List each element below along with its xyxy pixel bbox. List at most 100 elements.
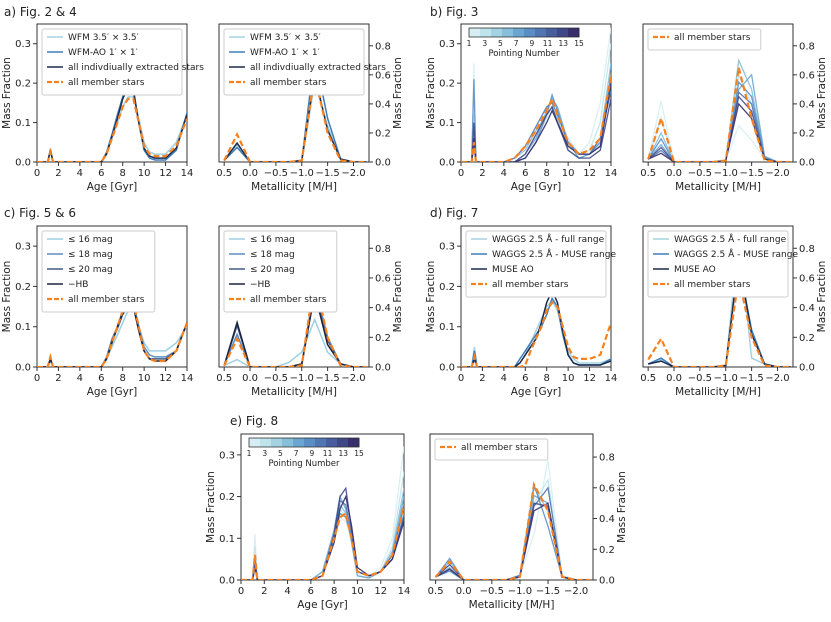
legend-label: all member stars — [492, 280, 569, 290]
legend: WAGGS 2.5 Å - full range WAGGS 2.5 Å - MU… — [647, 230, 798, 298]
y-tick-label: 0.1 — [15, 322, 31, 333]
pointing-15-line — [241, 494, 404, 580]
y-axis-label: Mass Fraction — [1, 57, 13, 129]
legend-label: all member stars — [674, 280, 751, 290]
x-tick-label: 10 — [351, 586, 364, 597]
x-tick-label: 10 — [562, 373, 575, 384]
x-tick-label: 4 — [501, 373, 507, 384]
x-tick-label: 4 — [284, 586, 290, 597]
panel-title: a) Fig. 2 & 4 — [4, 5, 77, 19]
x-tick-label: 0.0 — [456, 586, 472, 597]
legend-label: WFM-AO 1′ × 1′ — [68, 48, 138, 58]
pointing-3-line — [435, 478, 591, 580]
y-tick-label: 0.6 — [375, 70, 391, 81]
legend: WFM 3.5′ × 3.5′ WFM-AO 1′ × 1′ all indivdi… — [41, 28, 204, 96]
legend-label: ≤ 18 mag — [68, 250, 113, 260]
legend-label: all member stars — [68, 295, 145, 305]
colorbar-tick-label: 11 — [543, 39, 553, 48]
y-axis-label: Mass Fraction — [1, 261, 13, 333]
x-tick-label: −1.5 — [536, 586, 560, 597]
colorbar-tick-label: 9 — [529, 39, 534, 48]
legend-label: all indivdiually extracted stars — [68, 63, 204, 73]
colorbar-frame — [248, 437, 360, 448]
x-tick-label: −0.5 — [264, 168, 288, 179]
x-tick-label: −1.0 — [508, 586, 532, 597]
legend-box — [434, 438, 549, 461]
x-tick-label: 6 — [522, 373, 528, 384]
x-axis-label: Age [Gyr] — [511, 386, 562, 398]
y-tick-label: 0.0 — [439, 363, 455, 374]
colorbar-frame — [468, 27, 580, 38]
colorbar-tick-label: 15 — [354, 449, 364, 458]
y-tick-label: 0.2 — [799, 128, 815, 139]
right-axes: 0.5 0.0 −0.5 −1.0 −1.5 −2.0 0.0 0.2 0.4 0.6 0.8 Met… — [640, 225, 828, 398]
legend-label: all indivdiually extracted stars — [250, 63, 386, 73]
legend: all member stars — [434, 438, 549, 461]
panel-d: d) Fig. 7 0 2 4 6 8 10 12 14 0.0 0.1 0.2 0.3 Age [Gyr… — [425, 206, 828, 398]
x-tick-label: −0.5 — [688, 168, 712, 179]
y-tick-label: 0.3 — [439, 242, 455, 253]
y-tick-label: 0.2 — [375, 333, 391, 344]
legend-label: MUSE AO — [492, 265, 534, 275]
pointing-11-line — [435, 486, 591, 580]
y-axis-label: Mass Fraction — [205, 471, 217, 543]
x-tick-label: 8 — [120, 373, 126, 384]
series-line-0 — [434, 481, 591, 580]
series-line-2 — [461, 288, 611, 367]
right-axes: 0.5 0.0 −0.5 −1.0 −1.5 −2.0 0.0 0.2 0.4 0.6 0.8 Met… — [216, 23, 404, 193]
x-tick-label: 8 — [544, 168, 550, 179]
x-tick-label: −1.5 — [315, 168, 339, 179]
x-tick-label: 2 — [479, 373, 485, 384]
colorbar-tick-label: 5 — [278, 449, 283, 458]
y-tick-label: 0.2 — [15, 79, 31, 90]
series-group — [647, 236, 791, 367]
colorbar-segment — [315, 438, 327, 447]
y-axis-label: Mass Fraction — [816, 57, 828, 129]
left-axes: 0 2 4 6 8 10 12 14 0.0 0.1 0.2 0.3 Age [Gyr] Mass Fra… — [425, 23, 617, 193]
legend-label: −HB — [68, 280, 88, 290]
x-axis-label: Metallicity [M/H] — [675, 181, 761, 193]
colorbar-tick-label: 5 — [498, 39, 503, 48]
legend-label: all member stars — [250, 295, 327, 305]
x-tick-label: 10 — [138, 168, 151, 179]
colorbar-tick-label: 13 — [559, 39, 569, 48]
pointing-5-line — [461, 63, 611, 162]
legend-label: ≤ 16 mag — [68, 235, 113, 245]
y-tick-label: 0.0 — [799, 158, 815, 169]
left-axes: 0 2 4 6 8 10 12 14 0.0 0.1 0.2 0.3 Age [Gyr] Mass Fra… — [425, 225, 617, 398]
legend-label: WAGGS 2.5 Å - full range — [674, 233, 787, 245]
pointing-15-line — [647, 102, 791, 162]
legend-box — [41, 230, 156, 313]
colorbar-segment — [271, 438, 283, 447]
y-tick-label: 0.0 — [15, 363, 31, 374]
x-tick-label: 0.5 — [640, 373, 656, 384]
series-group — [461, 27, 611, 162]
x-tick-label: −2.0 — [341, 373, 365, 384]
x-tick-label: 4 — [77, 373, 83, 384]
colorbar-tick-label: 3 — [482, 39, 487, 48]
legend: ≤ 16 mag ≤ 18 mag ≤ 20 mag −HB all member st… — [223, 230, 338, 313]
x-axis-label: Metallicity [M/H] — [469, 599, 555, 611]
x-tick-label: 12 — [159, 373, 172, 384]
legend-label: ≤ 18 mag — [250, 250, 295, 260]
y-tick-label: 0.1 — [439, 322, 455, 333]
series-line-0 — [647, 67, 791, 162]
y-tick-label: 0.2 — [599, 545, 615, 556]
x-tick-label: 0.0 — [666, 168, 682, 179]
x-axis-label: Age [Gyr] — [297, 599, 348, 611]
series-group — [37, 301, 187, 367]
colorbar-segment — [293, 438, 305, 447]
colorbar-tick-label: 9 — [309, 449, 314, 458]
legend-box — [41, 28, 183, 96]
colorbar-tick-label: 7 — [294, 449, 299, 458]
series-group — [461, 288, 611, 367]
colorbar-segment — [469, 28, 481, 37]
y-tick-label: 0.8 — [599, 453, 615, 464]
y-tick-label: 0.6 — [799, 273, 815, 284]
colorbar-tick-label: 11 — [323, 449, 333, 458]
legend: all member stars — [647, 28, 762, 51]
axes-frame — [36, 225, 188, 368]
x-tick-label: −2.0 — [765, 373, 789, 384]
axes-frame — [429, 433, 594, 581]
legend-label: WFM 3.5′ × 3.5′ — [250, 33, 321, 43]
